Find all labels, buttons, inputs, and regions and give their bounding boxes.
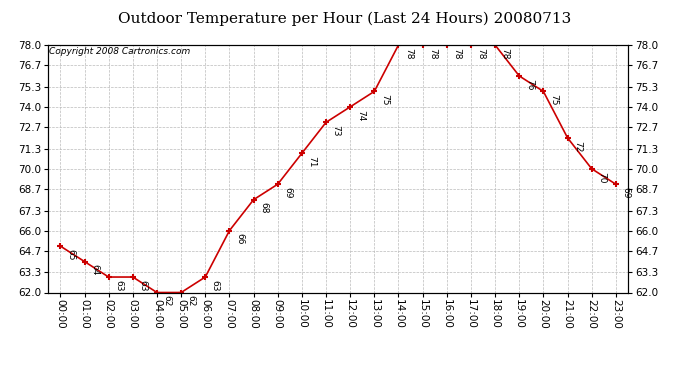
Text: 69: 69 — [284, 187, 293, 198]
Text: 65: 65 — [66, 249, 75, 260]
Text: 78: 78 — [477, 48, 486, 59]
Text: 62: 62 — [187, 295, 196, 307]
Text: 75: 75 — [380, 94, 389, 106]
Text: 63: 63 — [139, 280, 148, 291]
Text: 68: 68 — [259, 202, 268, 214]
Text: 64: 64 — [90, 264, 99, 276]
Text: 75: 75 — [549, 94, 558, 106]
Text: 69: 69 — [622, 187, 631, 198]
Text: 78: 78 — [501, 48, 510, 59]
Text: 70: 70 — [598, 171, 607, 183]
Text: 78: 78 — [453, 48, 462, 59]
Text: Copyright 2008 Cartronics.com: Copyright 2008 Cartronics.com — [49, 48, 190, 57]
Text: 73: 73 — [332, 125, 341, 136]
Text: 63: 63 — [211, 280, 220, 291]
Text: 78: 78 — [404, 48, 413, 59]
Text: 63: 63 — [115, 280, 124, 291]
Text: 71: 71 — [308, 156, 317, 168]
Text: 62: 62 — [163, 295, 172, 307]
Text: 72: 72 — [573, 141, 582, 152]
Text: 74: 74 — [356, 110, 365, 121]
Text: Outdoor Temperature per Hour (Last 24 Hours) 20080713: Outdoor Temperature per Hour (Last 24 Ho… — [119, 11, 571, 26]
Text: 78: 78 — [428, 48, 437, 59]
Text: 76: 76 — [525, 79, 534, 90]
Text: 66: 66 — [235, 233, 244, 245]
